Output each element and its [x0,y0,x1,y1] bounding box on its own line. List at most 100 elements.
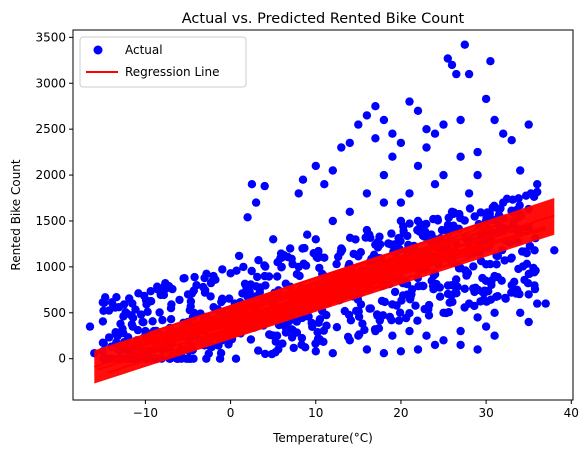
regression-line [216,271,407,343]
chart-title: Actual vs. Predicted Rented Bike Count [182,11,465,27]
y-tick-label: 1500 [35,214,66,228]
actual-point-63 [533,180,542,189]
actual-point-123 [405,189,414,198]
actual-point-cloud [356,300,366,309]
actual-point-cloud [260,261,269,270]
actual-point-133 [379,170,389,180]
actual-point-cloud [287,254,296,263]
actual-point-cloud [276,254,285,263]
actual-point-119 [456,152,465,161]
actual-point-cloud [533,187,542,197]
actual-point-cloud [452,275,461,284]
actual-point-cloud [340,306,349,316]
legend-regression-label: Regression Line [125,65,219,79]
actual-point-cloud [202,269,211,278]
y-tick-label: 2000 [35,168,66,182]
actual-point-72 [430,340,440,350]
actual-point-cloud [166,315,176,324]
actual-point-cloud [420,304,429,314]
actual-point-83 [413,161,423,171]
actual-point-51 [452,69,461,79]
actual-point-cloud [405,219,414,228]
actual-point-cloud [523,279,533,288]
actual-point-cloud [332,323,342,332]
actual-point-cloud [373,243,383,252]
actual-point-45 [413,106,423,116]
actual-point-46 [422,125,431,134]
x-tick-label: 10 [308,406,323,420]
actual-point-38 [354,120,363,129]
actual-point-cloud [116,319,125,328]
actual-point-cloud [309,249,318,258]
actual-point-cloud [501,293,510,303]
actual-point-40 [371,102,380,111]
actual-point-cloud [128,299,137,308]
actual-point-36 [337,143,346,152]
actual-point-26 [260,181,269,191]
actual-point-cloud [512,289,521,298]
actual-point-78 [328,349,337,358]
actual-point-cloud [295,271,304,281]
actual-point-cloud [486,259,495,269]
regression-line-center [93,214,555,368]
actual-point-cloud [261,349,270,359]
x-axis-ticks: −10 0 10 20 30 40 [133,400,579,420]
actual-point-cloud [374,324,384,333]
actual-point-cloud [242,291,252,300]
actual-point-cloud [429,214,438,224]
actual-point-cloud [297,333,307,343]
actual-point-53 [460,40,469,49]
actual-point-cloud [202,354,211,363]
actual-point-96 [481,322,491,331]
plot-frame [72,29,574,401]
actual-point-cloud [493,251,502,261]
actual-point-cloud [287,325,296,334]
actual-point-cloud [437,225,447,235]
actual-point-cloud [356,248,365,257]
x-tick-label: 40 [564,406,579,420]
actual-point-cloud [247,266,256,276]
actual-point-76 [362,345,372,354]
actual-point-56 [481,94,491,104]
actual-point-82 [430,180,440,189]
actual-point-cloud [460,284,469,293]
actual-point-69 [473,313,482,322]
actual-point-cloud [424,311,434,320]
legend: Actual Regression Line [79,36,247,88]
actual-point-0 [85,322,95,331]
actual-point-cloud [287,333,297,342]
actual-point-cloud [493,272,502,282]
actual-point-cloud [299,259,308,268]
regression-line [200,264,371,342]
actual-point-93 [524,290,533,299]
actual-point-cloud [218,265,227,274]
actual-point-cloud [442,308,451,318]
actual-point-cloud [387,316,396,325]
actual-point-cloud [336,247,345,257]
actual-point-25 [251,198,261,207]
actual-point-cloud [98,317,108,326]
y-axis-ticks: 0 500 1000 1500 2000 2500 3000 3500 [35,30,73,366]
actual-point-59 [499,129,508,138]
actual-point-cloud [101,293,110,302]
regression-lines [93,198,555,384]
actual-point-cloud [354,312,364,321]
actual-point-cloud [482,297,491,306]
actual-point-cloud [443,281,453,290]
actual-point-89 [311,235,320,244]
actual-point-124 [439,170,448,180]
actual-point-cloud [289,343,298,353]
actual-point-87 [345,207,354,216]
actual-point-27 [269,235,278,244]
actual-point-85 [379,198,389,207]
actual-point-cloud [104,333,114,342]
actual-point-75 [379,349,389,358]
actual-point-cloud [253,272,262,282]
actual-point-cloud [186,354,196,363]
regression-line [155,266,351,348]
actual-point-cloud [476,208,485,217]
actual-point-146 [490,331,499,340]
actual-point-cloud [307,318,316,328]
actual-point-cloud [111,328,120,337]
